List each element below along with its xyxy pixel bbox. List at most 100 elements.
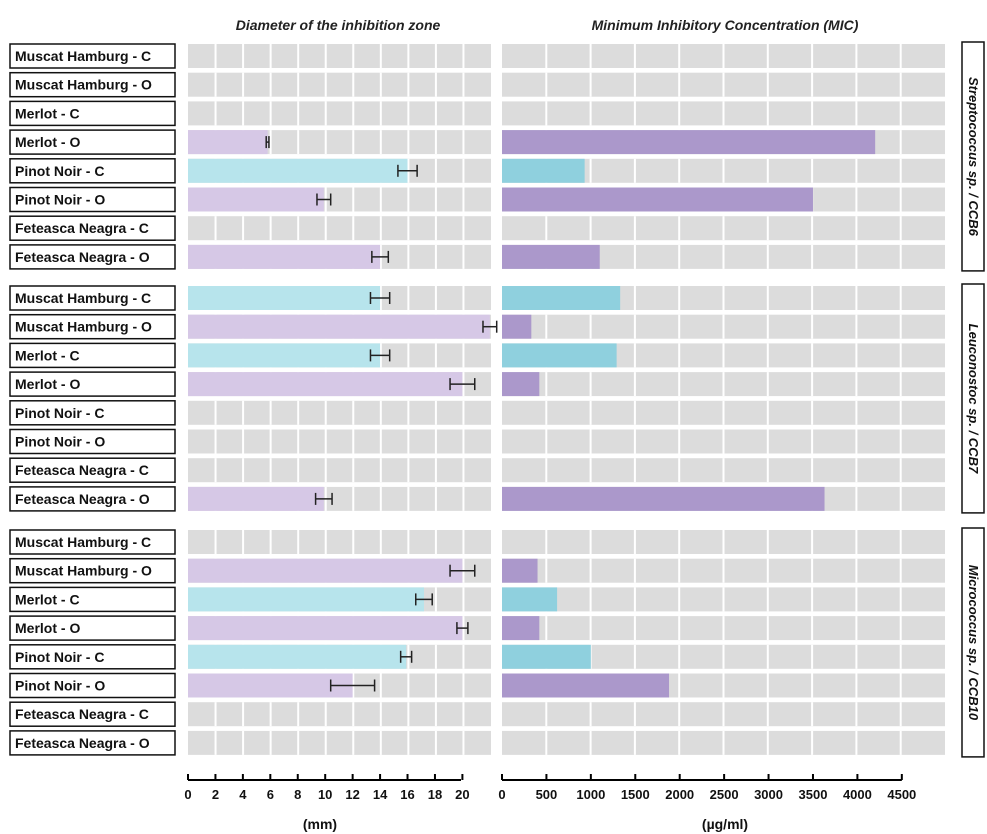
x-tick-label-zone: 2 — [212, 787, 219, 802]
row-label: Muscat Hamburg - C — [15, 534, 151, 550]
row-label: Feteasca Neagra - C — [15, 706, 149, 722]
chart-title-mic: Minimum Inhibitory Concentration (MIC) — [592, 17, 859, 33]
row-label: Pinot Noir - C — [15, 405, 104, 421]
bar-mic — [502, 673, 670, 698]
row-label-box — [9, 371, 176, 397]
bar-mic — [502, 343, 617, 368]
bar-zone — [188, 244, 381, 269]
group-label: Leuconostoc sp. / CCB7 — [966, 324, 981, 474]
chart-title-zone: Diameter of the inhibition zone — [236, 17, 441, 33]
x-tick-label-mic: 4500 — [887, 787, 916, 802]
row-label: Muscat Hamburg - O — [15, 77, 152, 93]
row-label: Merlot - O — [15, 134, 80, 150]
x-tick-label-mic: 1000 — [576, 787, 605, 802]
grid-cell-row — [188, 730, 491, 755]
row-label: Merlot - O — [15, 376, 80, 392]
group-label-box — [961, 283, 985, 514]
bar-zone — [188, 587, 424, 612]
group-label-box — [961, 527, 985, 758]
row-label: Feteasca Neagra - O — [15, 491, 150, 507]
row-label-box — [9, 644, 176, 670]
x-tick-label-zone: 10 — [318, 787, 332, 802]
row-label: Muscat Hamburg - O — [15, 563, 152, 579]
bar-mic — [502, 314, 532, 339]
x-tick-label-zone: 20 — [455, 787, 469, 802]
group-label: Micrococcus sp. / CCB10 — [966, 565, 981, 721]
bar-zone — [188, 616, 463, 641]
grid-cell-row — [188, 216, 491, 241]
row-label-box — [9, 158, 176, 184]
row-label-box — [9, 313, 176, 340]
bar-mic — [502, 486, 825, 511]
row-label-box — [9, 215, 176, 241]
row-label-box — [9, 486, 176, 512]
row-label-box — [9, 457, 176, 483]
grid-cell-row — [188, 458, 491, 483]
grid-cell-row — [188, 44, 491, 68]
row-label-box — [9, 100, 176, 127]
x-tick-label-zone: 16 — [400, 787, 414, 802]
bar-zone — [188, 286, 381, 310]
group-label: Streptococcus sp. / CCB6 — [966, 77, 981, 237]
bar-mic — [502, 644, 591, 669]
row-label-box — [9, 285, 176, 311]
bar-mic — [502, 244, 600, 269]
bar-zone — [188, 130, 268, 155]
row-label-box — [9, 342, 176, 369]
row-label: Pinot Noir - O — [15, 192, 105, 208]
row-label: Pinot Noir - C — [15, 163, 104, 179]
row-label-box — [9, 529, 176, 555]
row-label-box — [9, 244, 176, 270]
grid-cell-row — [188, 400, 491, 425]
row-label-box — [9, 586, 176, 613]
row-label-box — [9, 400, 176, 426]
bar-mic — [502, 558, 538, 583]
x-tick-label-mic: 2500 — [710, 787, 739, 802]
row-label-box — [9, 71, 176, 98]
bar-zone — [188, 558, 463, 583]
x-tick-label-zone: 14 — [373, 787, 388, 802]
x-tick-label-zone: 18 — [428, 787, 442, 802]
grid-cell-row — [188, 101, 491, 126]
row-label: Pinot Noir - O — [15, 434, 105, 450]
bar-mic — [502, 286, 621, 310]
bar-mic — [502, 587, 558, 612]
x-tick-label-mic: 4000 — [843, 787, 872, 802]
row-label: Muscat Hamburg - C — [15, 48, 151, 64]
row-label: Pinot Noir - C — [15, 649, 104, 665]
row-label: Feteasca Neagra - O — [15, 735, 150, 751]
group-label-box — [961, 41, 985, 272]
x-tick-label-zone: 0 — [184, 787, 191, 802]
row-label-box — [9, 730, 176, 756]
x-tick-label-mic: 1500 — [621, 787, 650, 802]
bar-mic — [502, 616, 540, 641]
x-tick-label-mic: 500 — [536, 787, 558, 802]
row-label: Pinot Noir - O — [15, 678, 105, 694]
row-label-box — [9, 557, 176, 584]
bar-zone — [188, 343, 381, 368]
x-tick-label-mic: 3500 — [799, 787, 828, 802]
x-axis-label-mic: (µg/ml) — [702, 816, 748, 832]
row-label: Merlot - C — [15, 347, 80, 363]
bar-mic — [502, 130, 876, 155]
bar-mic — [502, 158, 585, 183]
x-tick-label-mic: 3000 — [754, 787, 783, 802]
row-label-box — [9, 43, 176, 69]
bar-zone — [188, 673, 353, 698]
bar-mic — [502, 372, 540, 397]
row-label: Muscat Hamburg - C — [15, 290, 151, 306]
row-label-box — [9, 672, 176, 699]
row-label: Merlot - O — [15, 620, 80, 636]
row-label: Feteasca Neagra - O — [15, 249, 150, 265]
grid-cell-row — [188, 702, 491, 727]
row-label-box — [9, 615, 176, 641]
row-label: Feteasca Neagra - C — [15, 462, 149, 478]
grid-cell-row — [188, 429, 491, 454]
x-tick-label-zone: 8 — [294, 787, 301, 802]
bar-zone — [188, 187, 324, 212]
row-label-box — [9, 186, 176, 213]
x-tick-label-zone: 4 — [239, 787, 247, 802]
row-label: Merlot - C — [15, 591, 80, 607]
row-label-box — [9, 701, 176, 727]
